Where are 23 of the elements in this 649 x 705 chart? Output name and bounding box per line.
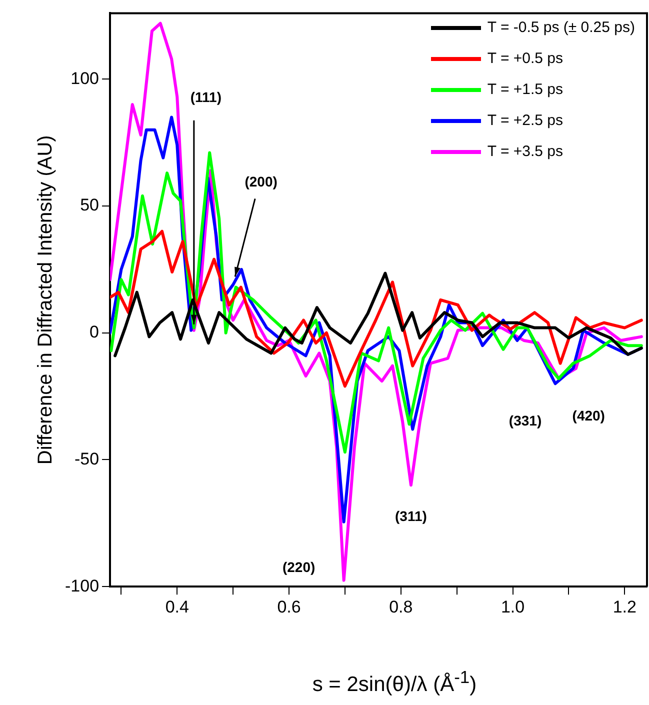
annotation: (200): [244, 174, 278, 190]
legend-label: T = +1.5 ps: [487, 81, 563, 98]
annotation: (220): [282, 559, 316, 576]
y-tick-label: -100: [64, 576, 100, 596]
x-tick-label: 1.2: [612, 597, 636, 616]
legend-label: T = +2.5 ps: [487, 112, 563, 129]
y-axis-title: Difference in Diffracted Intensity (AU): [34, 135, 57, 465]
legend-label: T = +0.5 ps: [487, 50, 563, 67]
y-tick-label: 0: [90, 322, 100, 342]
annotation: (111): [190, 89, 222, 106]
legend-label: T = -0.5 ps (± 0.25 ps): [487, 19, 635, 36]
y-tick-label: -50: [74, 449, 100, 468]
x-axis-title: s = 2sin(θ)/λ (Å$^{-1}$): [311, 667, 478, 697]
x-tick-label: 0.4: [165, 597, 189, 616]
legend-label: T = +3.5 ps: [487, 143, 563, 160]
annotation: (311): [394, 508, 427, 524]
annotation: (331): [508, 412, 542, 428]
x-tick-label: 0.8: [389, 597, 413, 616]
y-tick-label: 50: [80, 196, 100, 215]
annotation: (420): [572, 407, 605, 424]
x-tick-label: 1.0: [500, 597, 525, 616]
x-tick-label: 0.6: [277, 597, 301, 616]
y-tick-label: 100: [70, 68, 100, 88]
